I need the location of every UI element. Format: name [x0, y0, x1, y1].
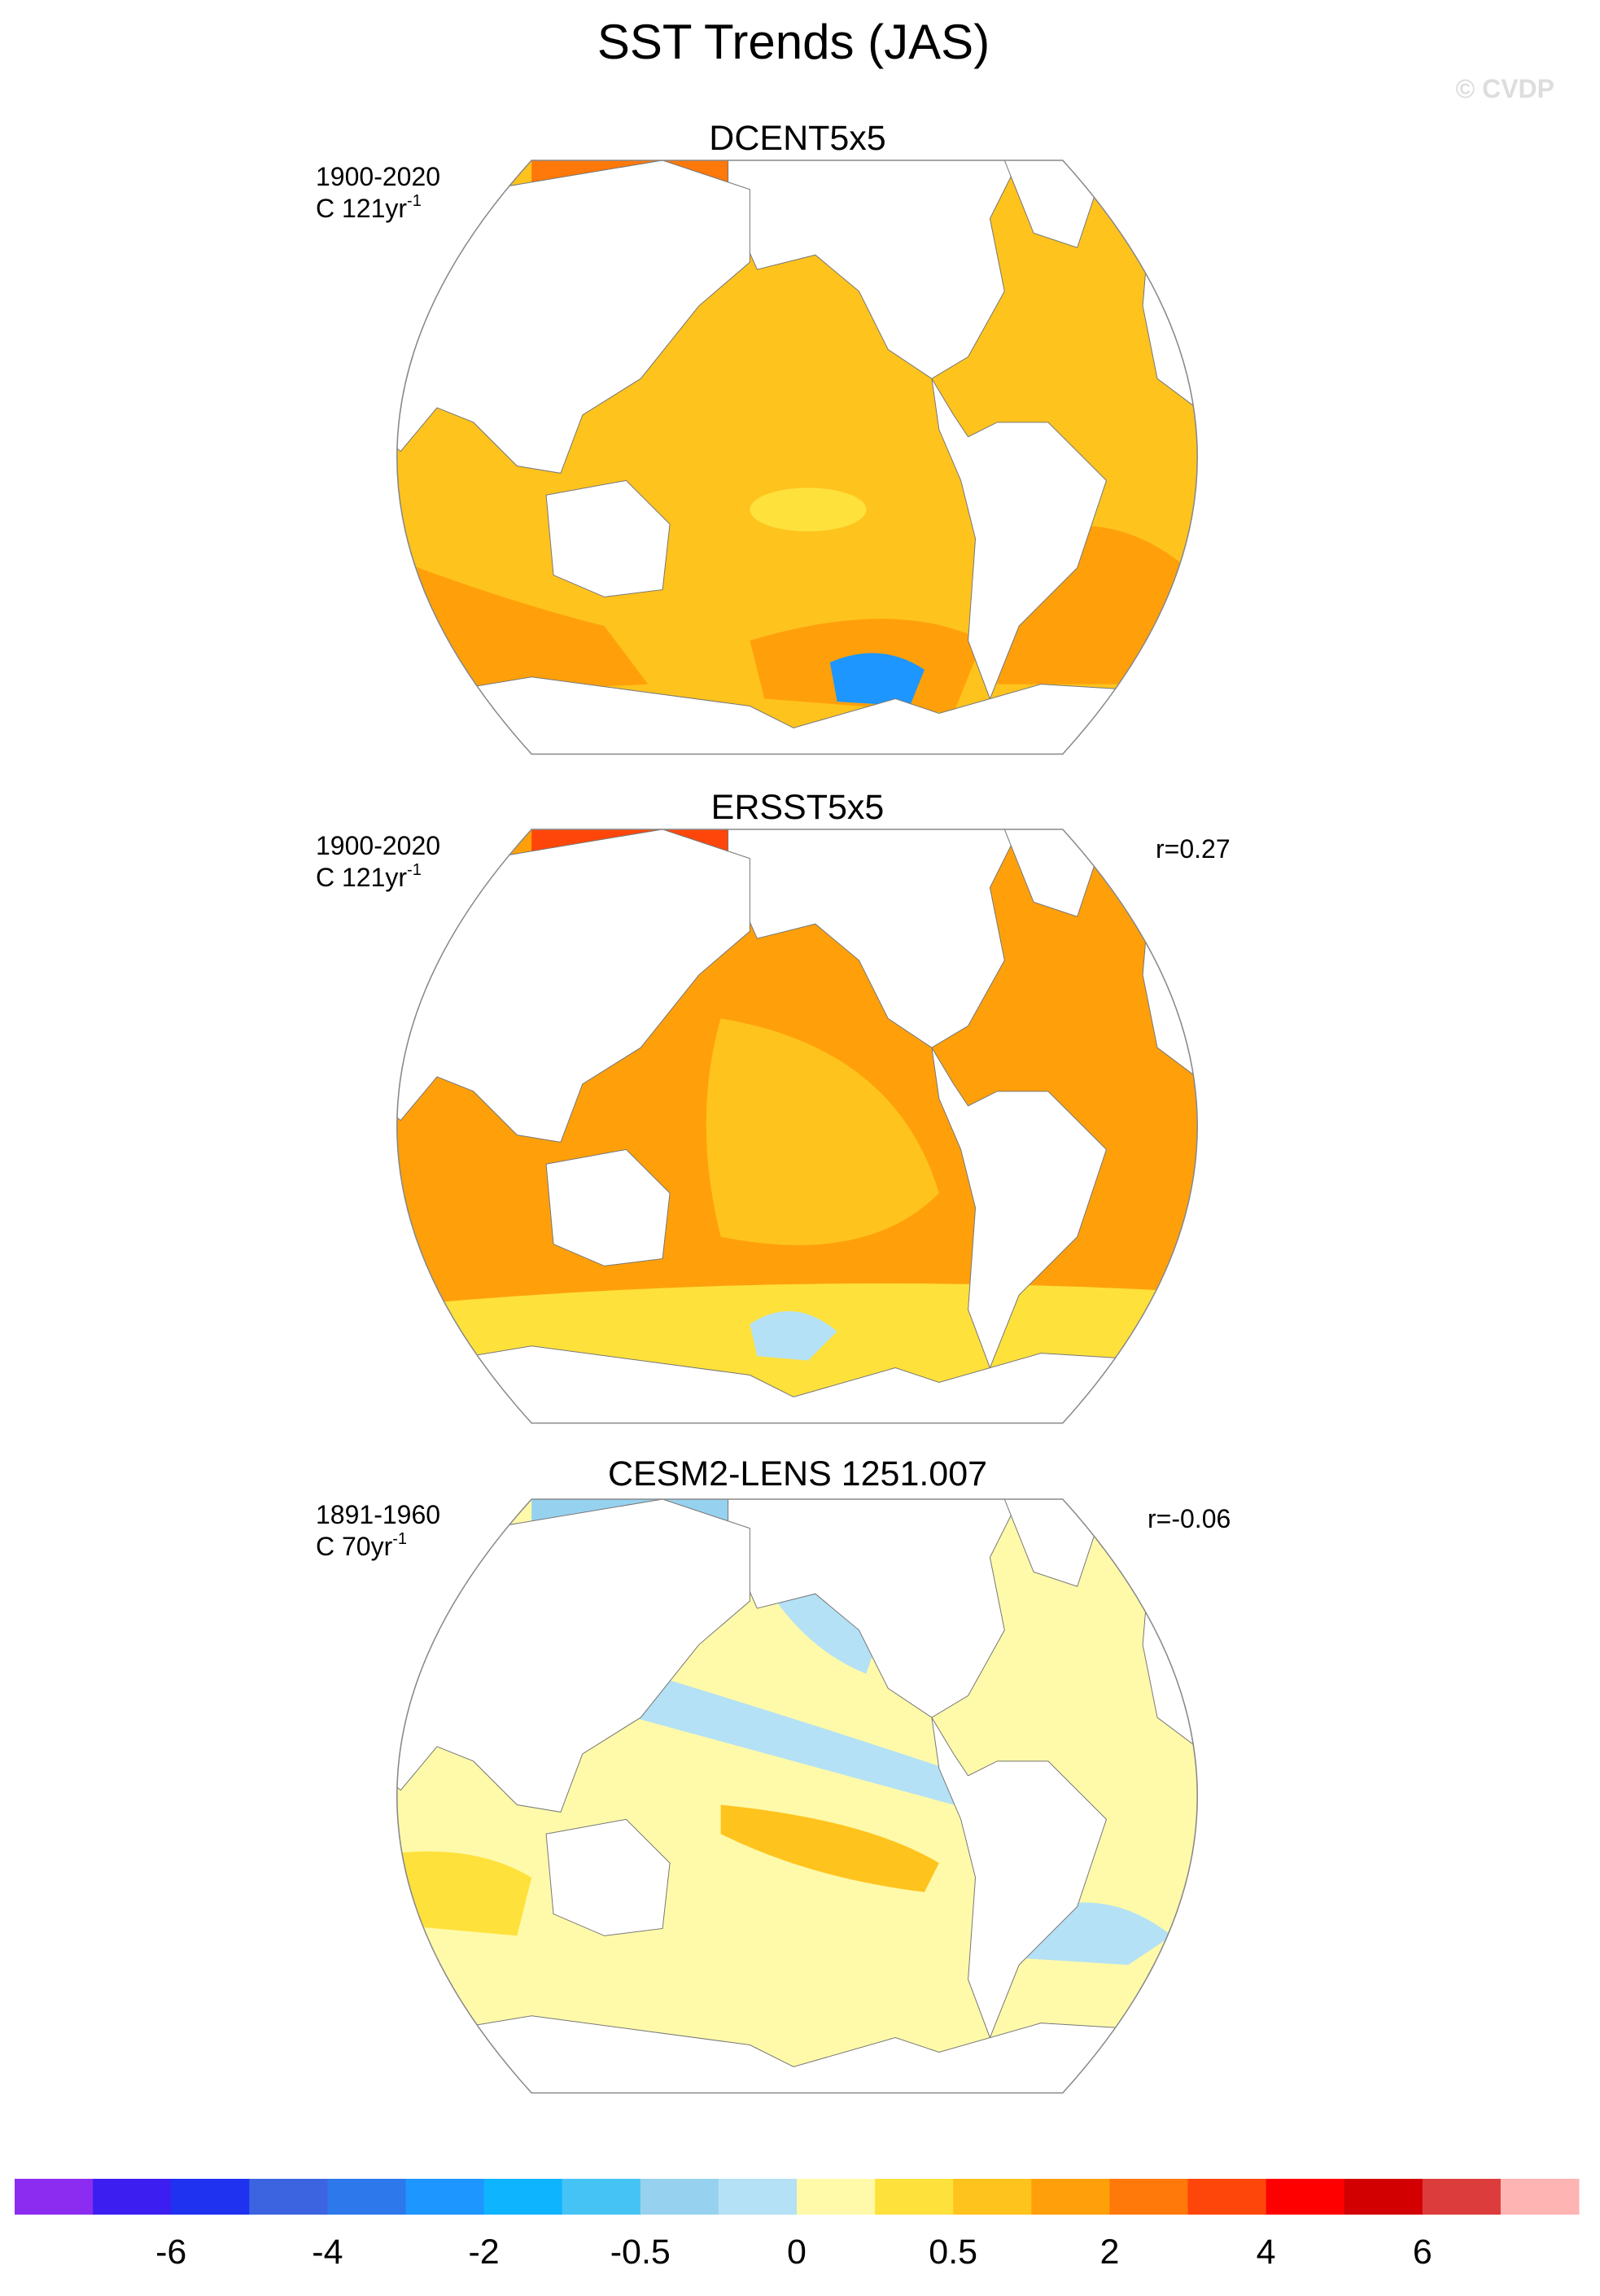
colorbar-box — [1109, 2179, 1188, 2215]
correlation: r=0.27 — [1156, 834, 1231, 864]
colorbar-label: 0.5 — [929, 2233, 977, 2272]
panel: ERSST5x5 1900-2020 C 121yr-1 r=0.27 — [313, 788, 1281, 1424]
colorbar-box — [405, 2179, 485, 2215]
colorbar-box — [1344, 2179, 1423, 2215]
colorbar-box — [1187, 2179, 1267, 2215]
colorbar-label: -6 — [155, 2233, 186, 2272]
colorbar-box — [1500, 2179, 1580, 2215]
colorbar-box — [327, 2179, 406, 2215]
colorbar-label: -0.5 — [610, 2233, 671, 2272]
period: 1891-1960 — [316, 1500, 440, 1529]
colorbar-box — [797, 2179, 876, 2215]
map — [313, 1499, 1281, 2093]
colorbar-box — [953, 2179, 1032, 2215]
colorbar-box — [562, 2179, 641, 2215]
colorbar-label: 0 — [787, 2233, 807, 2272]
colorbar-label: -2 — [468, 2233, 499, 2272]
trend-unit: C 70yr-1 — [316, 1530, 407, 1561]
trend-unit: C 121yr-1 — [316, 861, 422, 892]
colorbar-box — [1031, 2179, 1110, 2215]
correlation: r=-0.06 — [1148, 1504, 1231, 1533]
trend-unit: C 121yr-1 — [316, 192, 422, 223]
panel: CESM2-LENS 1251.007 1891-1960 C 70yr-1 r… — [313, 1454, 1281, 2093]
period: 1900-2020 — [316, 162, 440, 191]
colorbar: -6 -4 -2 -0.5 0 0.5 2 4 6 — [15, 2179, 1580, 2272]
colorbar-box — [1422, 2179, 1502, 2215]
colorbar-label: 2 — [1099, 2233, 1119, 2272]
figure-title: SST Trends (JAS) — [597, 15, 990, 69]
panel: DCENT5x5 1900-2020 C 121yr-1 — [313, 119, 1281, 754]
panel-title: DCENT5x5 — [709, 119, 885, 158]
map — [313, 160, 1281, 754]
map — [313, 829, 1281, 1424]
colorbar-box — [875, 2179, 954, 2215]
colorbar-label: 4 — [1257, 2233, 1276, 2272]
colorbar-label: -4 — [312, 2233, 343, 2272]
colorbar-box — [483, 2179, 563, 2215]
colorbar-box — [1266, 2179, 1345, 2215]
colorbar-box — [718, 2179, 798, 2215]
colorbar-box — [15, 2179, 94, 2215]
panel-title: ERSST5x5 — [711, 788, 885, 827]
colorbar-box — [249, 2179, 328, 2215]
colorbar-box — [93, 2179, 172, 2215]
period: 1900-2020 — [316, 831, 440, 860]
panel-title: CESM2-LENS 1251.007 — [608, 1454, 987, 1493]
colorbar-box — [640, 2179, 719, 2215]
colorbar-label: 6 — [1413, 2233, 1432, 2272]
watermark: © CVDP — [1456, 74, 1554, 103]
colorbar-box — [171, 2179, 250, 2215]
